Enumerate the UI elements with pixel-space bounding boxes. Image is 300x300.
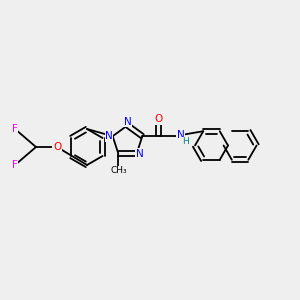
Text: N: N — [105, 131, 113, 141]
Text: CH₃: CH₃ — [110, 166, 127, 175]
Text: N: N — [124, 117, 131, 127]
Text: O: O — [155, 114, 163, 124]
Text: H: H — [182, 137, 189, 146]
Text: N: N — [177, 130, 184, 140]
Text: O: O — [53, 142, 61, 152]
Text: N: N — [136, 148, 143, 159]
Text: F: F — [12, 160, 18, 170]
Text: F: F — [12, 124, 18, 134]
